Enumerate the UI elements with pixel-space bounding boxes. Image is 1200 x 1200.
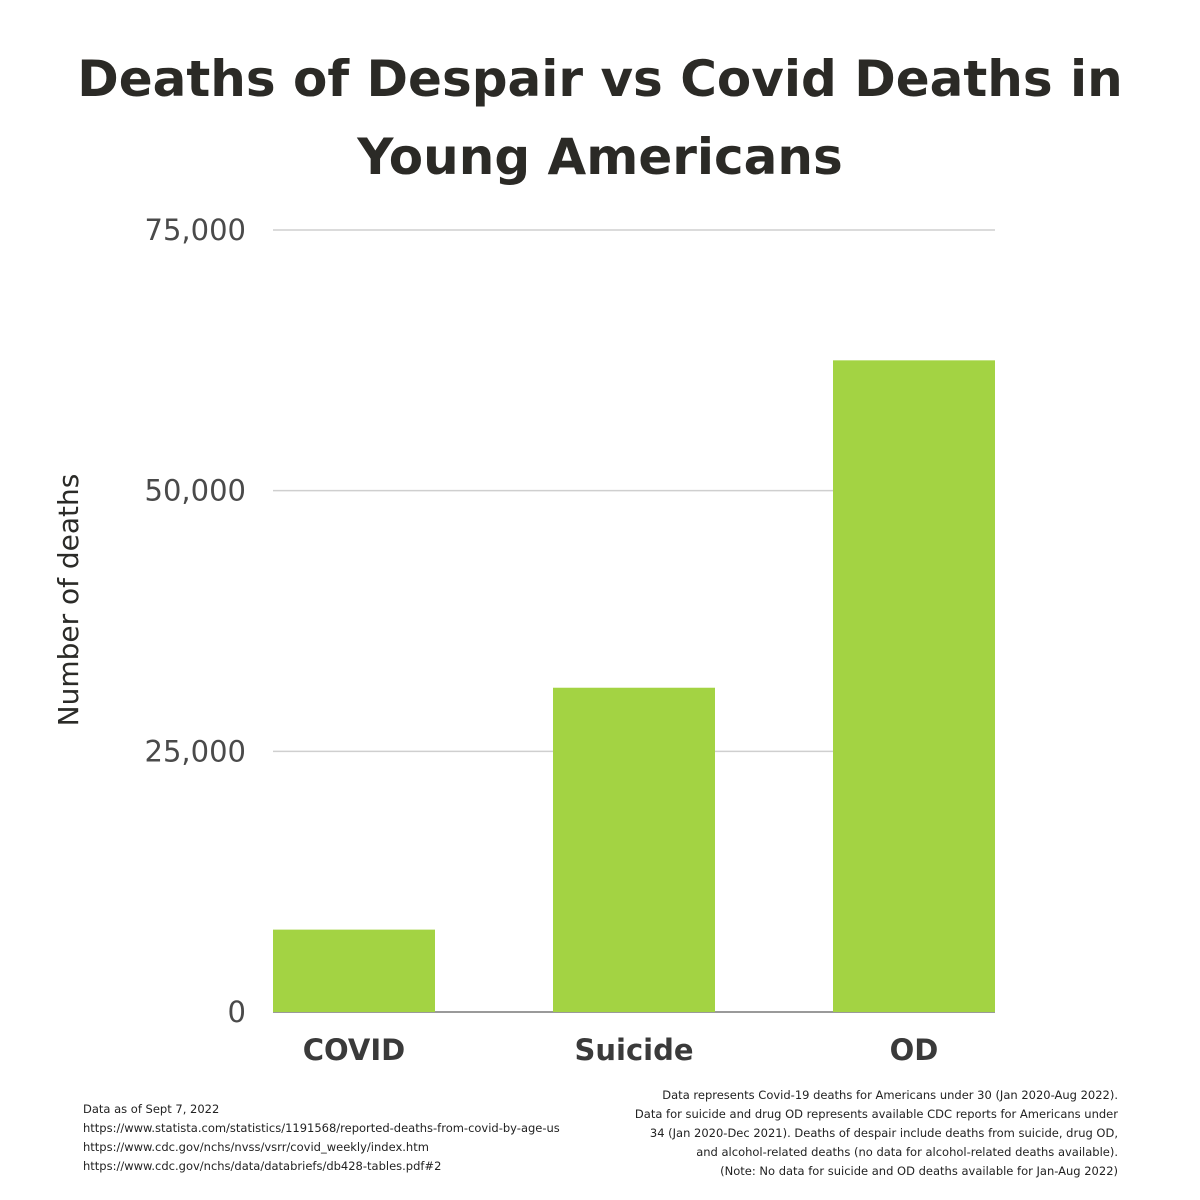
footnote-line: 34 (Jan 2020-Dec 2021). Deaths of despai… bbox=[649, 1126, 1118, 1140]
footnote-source-link: https://www.cdc.gov/nchs/data/databriefs… bbox=[83, 1159, 442, 1173]
y-axis-title: Number of deaths bbox=[52, 474, 85, 727]
y-tick-label: 50,000 bbox=[145, 474, 246, 508]
footnote-source-link: https://www.cdc.gov/nchs/nvss/vsrr/covid… bbox=[83, 1140, 429, 1154]
y-tick-label: 75,000 bbox=[145, 213, 246, 247]
x-category-label: Suicide bbox=[574, 1033, 693, 1067]
x-category-labels: COVID Suicide OD bbox=[303, 1033, 939, 1067]
footnote-date: Data as of Sept 7, 2022 bbox=[83, 1102, 220, 1116]
footnote-line: (Note: No data for suicide and OD deaths… bbox=[720, 1164, 1118, 1178]
methodology-footnote: Data represents Covid-19 deaths for Amer… bbox=[578, 1086, 1118, 1181]
y-tick-label: 25,000 bbox=[145, 734, 246, 768]
footnote-line: Data for suicide and drug OD represents … bbox=[634, 1107, 1118, 1121]
chart-title: Deaths of Despair vs Covid Deaths in You… bbox=[77, 50, 1123, 186]
footnote-source-link: https://www.statista.com/statistics/1191… bbox=[83, 1121, 560, 1135]
footnote-line: and alcohol-related deaths (no data for … bbox=[696, 1145, 1118, 1159]
footnote-line: Data represents Covid-19 deaths for Amer… bbox=[662, 1088, 1118, 1102]
bar-suicide bbox=[553, 687, 715, 1012]
x-category-label: OD bbox=[890, 1033, 939, 1067]
x-category-label: COVID bbox=[303, 1033, 405, 1067]
y-tick-labels: 0 25,000 50,000 75,000 bbox=[145, 213, 246, 1029]
bars bbox=[273, 360, 995, 1012]
bar-covid bbox=[273, 929, 435, 1012]
sources-footnote: Data as of Sept 7, 2022 https://www.stat… bbox=[83, 1100, 643, 1176]
y-tick-label: 0 bbox=[228, 995, 246, 1029]
bar-od bbox=[833, 360, 995, 1012]
